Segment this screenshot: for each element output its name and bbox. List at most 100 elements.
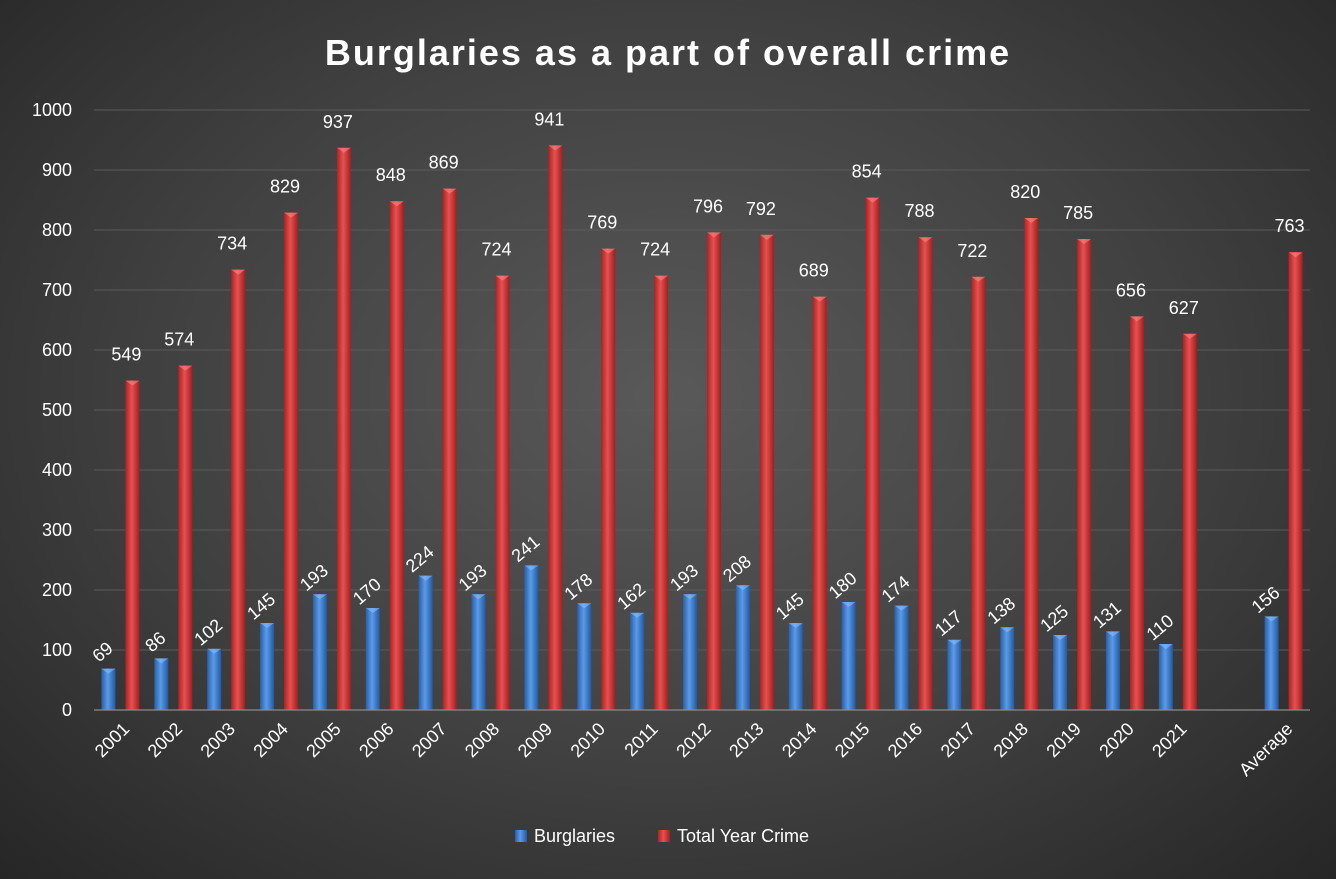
data-label-total-crime: 869 [429, 153, 459, 173]
bar-burglaries [207, 648, 222, 710]
bar-burglaries [524, 565, 539, 710]
data-label-burglaries: 208 [719, 551, 755, 586]
bar-total-crime [1077, 239, 1092, 710]
bar-total-crime [1288, 252, 1303, 710]
legend-swatch-total-crime [658, 830, 670, 842]
data-label-burglaries: 145 [772, 589, 808, 624]
data-label-burglaries: 110 [1143, 611, 1178, 645]
bar-burglaries [788, 623, 803, 710]
x-tick-label: 2002 [144, 719, 186, 761]
bar-total-crime [812, 296, 827, 710]
bar-total-crime [125, 380, 140, 710]
bar-cap [683, 594, 697, 600]
bar-total-crime [231, 269, 246, 710]
bar-cap [1024, 218, 1039, 223]
bar-cap [442, 188, 457, 194]
y-tick-label: 600 [42, 340, 72, 360]
data-label-burglaries: 69 [88, 638, 116, 666]
x-tick-label: 2007 [408, 719, 450, 761]
legend: Burglaries Total Year Crime [515, 826, 809, 846]
bar-cap [1129, 316, 1144, 322]
legend-label-total-crime: Total Year Crime [677, 826, 809, 846]
bar-cap [735, 585, 750, 591]
chart-title: Burglaries as a part of overall crime [325, 32, 1011, 73]
bar-burglaries [101, 668, 116, 710]
bar-cap [207, 648, 222, 654]
bar-cap [312, 594, 327, 600]
x-tick-label: 2001 [91, 719, 133, 761]
y-tick-label: 900 [42, 160, 72, 180]
bar-cap [1182, 333, 1197, 339]
data-label-burglaries: 131 [1089, 597, 1125, 632]
bar-burglaries [1053, 635, 1068, 710]
bar-cap [495, 275, 510, 281]
bar-cap [418, 575, 433, 581]
bar-cap [1288, 252, 1303, 258]
data-label-total-crime: 792 [746, 199, 776, 219]
bars [101, 145, 1303, 711]
x-tick-label: 2012 [672, 719, 714, 761]
bar-burglaries [260, 623, 275, 710]
bar-total-crime [389, 201, 404, 710]
bar-burglaries [312, 594, 327, 710]
bar-total-crime [654, 275, 669, 710]
y-tick-label: 500 [42, 400, 72, 420]
bar-cap [577, 603, 592, 609]
bar-cap [365, 608, 380, 613]
bar-cap [812, 296, 827, 302]
y-tick-label: 200 [42, 580, 72, 600]
bar-cap [947, 639, 962, 645]
bar-cap [524, 565, 539, 571]
y-tick-label: 1000 [32, 100, 72, 120]
data-label-total-crime: 788 [904, 201, 934, 221]
data-label-total-crime: 785 [1063, 203, 1093, 223]
bar-total-crime [1182, 333, 1197, 710]
bar-burglaries [841, 602, 856, 710]
bar-cap [1053, 635, 1068, 640]
bar-burglaries [418, 575, 433, 710]
data-label-total-crime: 656 [1116, 280, 1146, 300]
data-label-total-crime: 941 [534, 109, 564, 129]
bar-cap [894, 605, 909, 611]
bar-burglaries [630, 612, 645, 710]
data-label-burglaries: 170 [349, 574, 385, 609]
bar-cap [260, 623, 275, 628]
data-label-burglaries: 178 [560, 569, 596, 604]
bar-cap [971, 276, 986, 282]
bar-burglaries [365, 608, 380, 710]
bar-cap [918, 237, 933, 243]
x-tick-label: 2019 [1042, 719, 1084, 761]
data-label-total-crime: 937 [323, 112, 353, 132]
bar-cap [548, 145, 563, 151]
y-tick-label: 0 [62, 700, 72, 720]
bar-cap [759, 234, 774, 240]
bar-total-crime [759, 234, 774, 711]
x-tick-label: Average [1235, 719, 1296, 780]
data-label-total-crime: 734 [217, 234, 247, 254]
data-labels: 6954986574102734145829193937170848224869… [88, 109, 1304, 666]
bar-burglaries [947, 639, 962, 710]
data-label-total-crime: 724 [481, 240, 511, 260]
legend-swatch-burglaries [515, 830, 527, 842]
bar-burglaries [154, 658, 169, 710]
data-label-burglaries: 102 [190, 615, 226, 650]
bar-burglaries [1105, 631, 1120, 710]
bar-total-crime [178, 365, 193, 710]
bar-cap [1264, 616, 1279, 622]
x-tick-label: 2018 [990, 719, 1032, 761]
bar-cap [336, 147, 351, 153]
x-tick-label: 2015 [831, 719, 873, 761]
data-label-total-crime: 829 [270, 177, 300, 197]
bar-total-crime [1024, 218, 1039, 710]
bar-total-crime [442, 188, 457, 711]
bar-cap [601, 248, 616, 254]
bar-cap [284, 212, 299, 218]
data-label-total-crime: 763 [1275, 216, 1305, 236]
y-tick-label: 400 [42, 460, 72, 480]
bar-total-crime [601, 248, 616, 710]
data-label-total-crime: 769 [587, 213, 617, 233]
data-label-total-crime: 689 [799, 261, 829, 281]
data-label-total-crime: 848 [376, 165, 406, 185]
bar-burglaries [1158, 644, 1173, 710]
